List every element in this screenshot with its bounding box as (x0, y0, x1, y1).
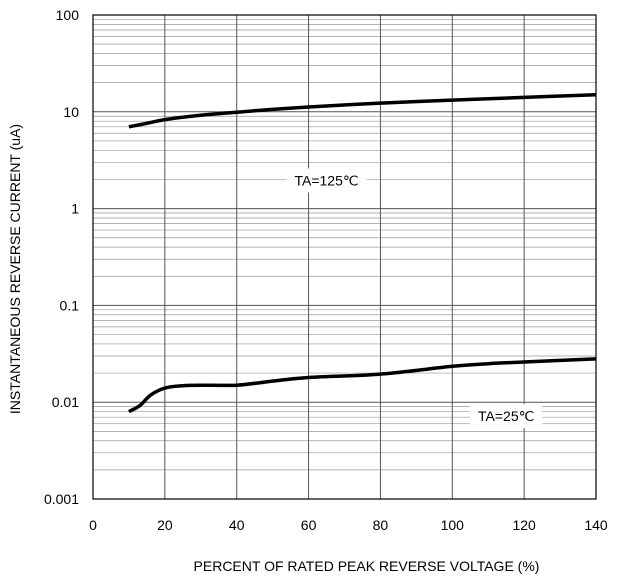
annotations: TA=125℃ TA=25℃ (286, 168, 543, 429)
x-tick-label: 40 (229, 517, 245, 533)
series-line-2 (128, 357, 597, 414)
y-tick-label: 0.001 (44, 491, 79, 507)
y-tick-label: 10 (63, 104, 79, 120)
y-tick-label: 0.01 (52, 394, 79, 410)
y-axis-label: INSTANTANEOUS REVERSE CURRENT (uA) (7, 124, 23, 414)
series-group (128, 93, 597, 414)
y-tick-label: 100 (56, 7, 80, 23)
x-tick-label: 100 (441, 517, 465, 533)
grid (93, 15, 596, 499)
annotation-label-2: TA=25℃ (478, 408, 534, 424)
x-tick-label: 120 (512, 517, 536, 533)
y-tick-label: 1 (71, 201, 79, 217)
x-tick-label: 140 (584, 517, 608, 533)
x-tick-label: 80 (373, 517, 389, 533)
tick-labels: 0 20 40 60 80 100 120 140 0.001 0.01 0.1 1 10 100 (44, 7, 608, 533)
plot-frame (92, 14, 597, 500)
x-axis-label: PERCENT OF RATED PEAK REVERSE VOLTAGE (%… (194, 558, 540, 574)
series-line-1 (128, 93, 597, 129)
x-tick-label: 20 (157, 517, 173, 533)
y-tick-label: 0.1 (60, 297, 80, 313)
x-tick-label: 60 (301, 517, 317, 533)
annotation-background (470, 404, 543, 429)
x-tick-label: 0 (89, 517, 97, 533)
annotation-background (286, 168, 367, 193)
annotation-label-1: TA=125℃ (294, 173, 358, 189)
plot-border (92, 14, 597, 500)
